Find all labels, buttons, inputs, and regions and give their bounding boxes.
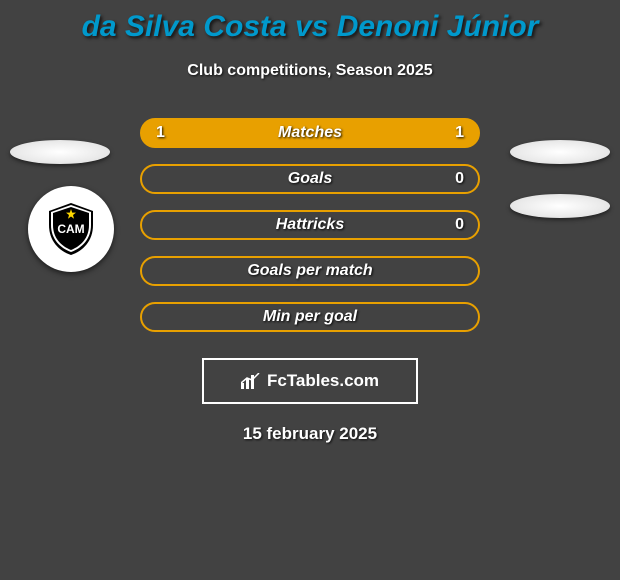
stat-right-value: 0 xyxy=(455,170,464,188)
stat-row: Min per goal xyxy=(0,294,620,340)
stat-label: Matches xyxy=(278,124,342,142)
stat-row: Hattricks 0 xyxy=(0,202,620,248)
stat-bar-matches: 1 Matches 1 xyxy=(140,118,480,148)
subtitle: Club competitions, Season 2025 xyxy=(0,62,620,80)
watermark-text: FcTables.com xyxy=(267,371,379,391)
stat-row: Goals per match xyxy=(0,248,620,294)
stat-label: Min per goal xyxy=(263,308,357,326)
stat-bar-goals-per-match: Goals per match xyxy=(140,256,480,286)
stat-row: Goals 0 xyxy=(0,156,620,202)
watermark: FcTables.com xyxy=(202,358,418,404)
comparison-area: CAM 1 Matches 1 Goals 0 Hattricks 0 Goal… xyxy=(0,110,620,340)
stat-bar-min-per-goal: Min per goal xyxy=(140,302,480,332)
stat-left-value: 1 xyxy=(156,124,165,142)
stat-row: 1 Matches 1 xyxy=(0,110,620,156)
stat-right-value: 0 xyxy=(455,216,464,234)
stat-bar-hattricks: Hattricks 0 xyxy=(140,210,480,240)
stat-label: Goals per match xyxy=(247,262,372,280)
stat-label: Goals xyxy=(288,170,332,188)
bar-chart-icon xyxy=(241,373,261,389)
stat-bar-goals: Goals 0 xyxy=(140,164,480,194)
date: 15 february 2025 xyxy=(0,424,620,444)
page-title: da Silva Costa vs Denoni Júnior xyxy=(0,0,620,44)
stat-label: Hattricks xyxy=(276,216,344,234)
stat-right-value: 1 xyxy=(455,124,464,142)
